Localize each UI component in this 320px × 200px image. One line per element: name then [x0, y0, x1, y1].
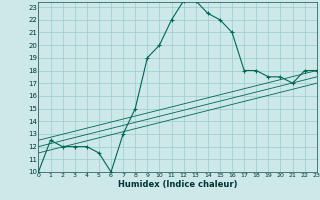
X-axis label: Humidex (Indice chaleur): Humidex (Indice chaleur)	[118, 180, 237, 189]
